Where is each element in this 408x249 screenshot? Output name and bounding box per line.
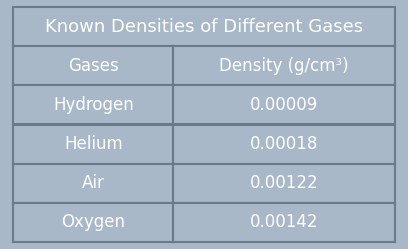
Text: Hydrogen: Hydrogen bbox=[53, 96, 134, 114]
Bar bbox=[13, 124, 173, 164]
Bar bbox=[173, 47, 395, 85]
Text: 0.00122: 0.00122 bbox=[250, 174, 319, 192]
Text: Gases: Gases bbox=[68, 57, 119, 75]
Text: Air: Air bbox=[82, 174, 105, 192]
Text: 0.00018: 0.00018 bbox=[250, 135, 318, 153]
Bar bbox=[13, 7, 395, 47]
Text: Oxygen: Oxygen bbox=[61, 213, 125, 231]
Bar bbox=[173, 202, 395, 242]
Bar bbox=[13, 202, 173, 242]
Bar bbox=[13, 47, 173, 85]
Text: 0.00142: 0.00142 bbox=[250, 213, 318, 231]
Text: Known Densities of Different Gases: Known Densities of Different Gases bbox=[45, 18, 363, 36]
Bar bbox=[13, 85, 173, 124]
Bar bbox=[173, 124, 395, 164]
Text: Helium: Helium bbox=[64, 135, 123, 153]
Text: Density (g/cm³): Density (g/cm³) bbox=[220, 57, 349, 75]
Bar bbox=[173, 85, 395, 124]
Bar bbox=[173, 164, 395, 202]
Bar bbox=[13, 164, 173, 202]
Text: 0.00009: 0.00009 bbox=[250, 96, 318, 114]
